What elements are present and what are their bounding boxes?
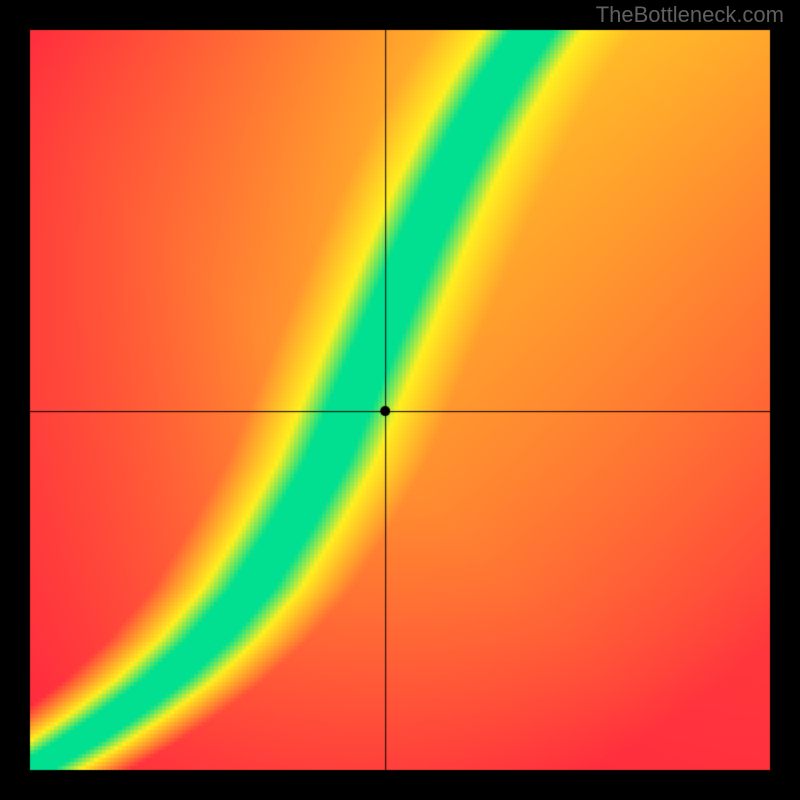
attribution-text: TheBottleneck.com [596, 2, 784, 28]
heatmap-canvas [0, 0, 800, 800]
chart-container: TheBottleneck.com [0, 0, 800, 800]
